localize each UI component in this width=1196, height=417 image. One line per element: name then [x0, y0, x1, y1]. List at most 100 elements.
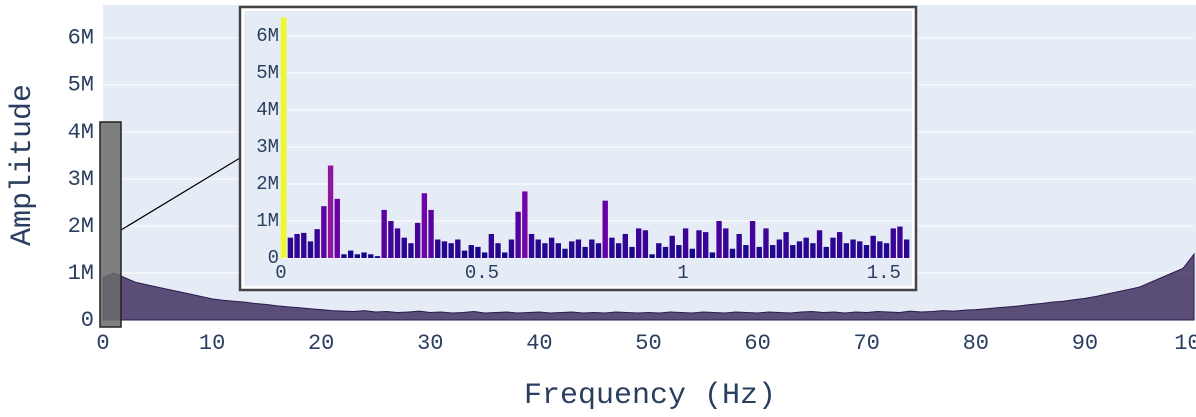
bar	[622, 233, 628, 258]
bar	[368, 254, 374, 258]
bar	[709, 252, 716, 258]
bar	[682, 228, 689, 258]
bar	[528, 233, 535, 258]
y-tick-label: 4M	[68, 120, 94, 145]
x-axis-title: Frequency (Hz)	[524, 379, 776, 413]
bar	[575, 239, 582, 258]
bar	[897, 226, 903, 258]
bar	[562, 248, 568, 258]
bar	[850, 239, 856, 258]
bar	[669, 235, 675, 258]
bar	[836, 232, 843, 258]
bar	[736, 233, 742, 258]
bar	[347, 250, 354, 258]
spectrum-area	[102, 252, 1195, 321]
y-tick-label: 1M	[68, 261, 94, 286]
bar	[522, 191, 528, 258]
bar	[636, 228, 642, 258]
x-tick-label: 50	[635, 331, 661, 356]
bar	[749, 221, 756, 258]
bar	[468, 245, 474, 258]
bar	[723, 228, 729, 258]
bar	[361, 252, 367, 258]
bar	[334, 198, 340, 258]
bar	[495, 243, 501, 258]
bar	[629, 246, 635, 258]
bar	[354, 254, 361, 258]
bar	[903, 239, 910, 258]
bar	[441, 241, 448, 258]
y-tick-label: 2M	[256, 173, 279, 195]
bar	[615, 243, 622, 258]
y-tick-label: 5M	[68, 73, 94, 98]
bar	[716, 221, 722, 258]
zoom-region	[99, 121, 122, 328]
bar	[555, 243, 561, 258]
bar	[488, 233, 495, 258]
bar	[863, 245, 870, 258]
bar	[327, 165, 334, 258]
bar	[870, 235, 876, 258]
bar	[696, 230, 702, 258]
bar	[515, 211, 521, 258]
bar	[830, 237, 836, 258]
bar	[435, 239, 441, 258]
inset-plot: 0 1M 2M 3M 4M 5M 6M 0 0.5 1 1.5	[256, 17, 912, 284]
bar	[823, 246, 829, 258]
bar	[703, 232, 709, 258]
bar	[301, 232, 307, 258]
bar	[294, 233, 300, 258]
bar	[609, 237, 615, 258]
x-tick-label: 0	[96, 331, 109, 356]
x-tick-label: 20	[308, 331, 334, 356]
y-tick-label: 6M	[256, 25, 279, 47]
bar	[796, 241, 803, 258]
bar	[589, 239, 595, 258]
y-tick-label: 0	[81, 308, 94, 333]
bar	[569, 241, 575, 258]
bar	[877, 241, 883, 258]
bar	[770, 245, 776, 258]
bar	[401, 237, 407, 258]
bar	[314, 229, 320, 258]
bar	[810, 243, 816, 258]
bar	[388, 221, 394, 258]
bar	[883, 243, 890, 258]
bar	[542, 243, 548, 258]
bar	[676, 245, 682, 258]
bar	[455, 239, 461, 258]
bar	[475, 246, 481, 258]
bar	[508, 239, 515, 258]
bar	[281, 17, 287, 258]
x-tick-label: 30	[417, 331, 443, 356]
x-tick-label: 0.5	[465, 262, 499, 284]
bar	[662, 246, 669, 258]
bar	[548, 237, 555, 258]
x-tick-label: 0	[275, 262, 286, 284]
bar	[783, 232, 789, 258]
bar	[763, 228, 769, 258]
bar	[448, 243, 454, 258]
bar	[408, 243, 414, 258]
bar	[642, 230, 649, 258]
x-tick-label: 60	[744, 331, 770, 356]
bar	[582, 246, 588, 258]
y-tick-label: 3M	[256, 136, 279, 158]
bar	[843, 243, 850, 258]
y-axis-title: Amplitude	[6, 84, 40, 246]
y-tick-label: 1M	[256, 210, 279, 232]
bar	[287, 237, 294, 258]
x-tick-label: 100	[1174, 331, 1196, 356]
y-tick-label: 6M	[68, 26, 94, 51]
zoom-connector	[120, 157, 241, 231]
bar	[428, 209, 434, 258]
bar	[689, 248, 695, 258]
x-tick-label: 10	[199, 331, 225, 356]
bar	[890, 228, 896, 258]
y-tick-label: 5M	[256, 62, 279, 84]
y-tick-label: 2M	[68, 214, 94, 239]
bar	[857, 241, 863, 258]
bar	[602, 200, 608, 258]
bar	[394, 228, 401, 258]
